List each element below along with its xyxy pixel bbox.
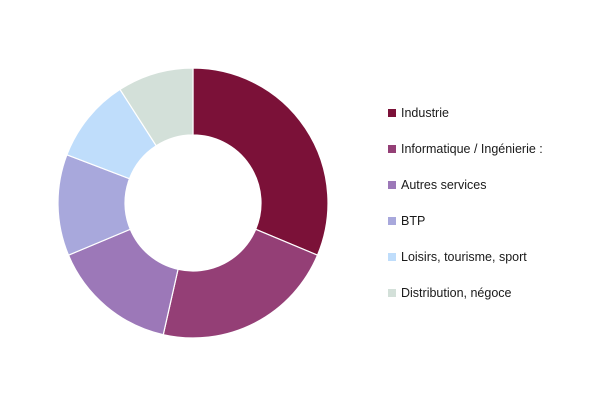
legend-swatch: [388, 289, 396, 297]
donut-slice: [119, 67, 194, 147]
legend-item: Industrie: [388, 104, 593, 122]
legend-label: Loisirs, tourisme, sport: [401, 250, 527, 264]
legend-label: Informatique / Ingénierie :: [401, 142, 543, 156]
donut-slice: [192, 67, 329, 256]
legend-item: Distribution, négoce: [388, 284, 593, 302]
legend-swatch: [388, 145, 396, 153]
legend-label: Autres services: [401, 178, 487, 192]
legend-item: Informatique / Ingénierie :: [388, 140, 593, 158]
legend-label: Industrie: [401, 106, 449, 120]
legend-swatch: [388, 253, 396, 261]
legend-item: Autres services: [388, 176, 593, 194]
legend-swatch: [388, 217, 396, 225]
legend-item: BTP: [388, 212, 593, 230]
legend-label: Distribution, négoce: [401, 286, 512, 300]
legend-swatch: [388, 109, 396, 117]
legend-swatch: [388, 181, 396, 189]
legend-label: BTP: [401, 214, 426, 228]
legend-item: Loisirs, tourisme, sport: [388, 248, 593, 266]
legend: Industrie Informatique / Ingénierie : Autr…: [388, 104, 593, 320]
donut-slice: [162, 228, 319, 339]
